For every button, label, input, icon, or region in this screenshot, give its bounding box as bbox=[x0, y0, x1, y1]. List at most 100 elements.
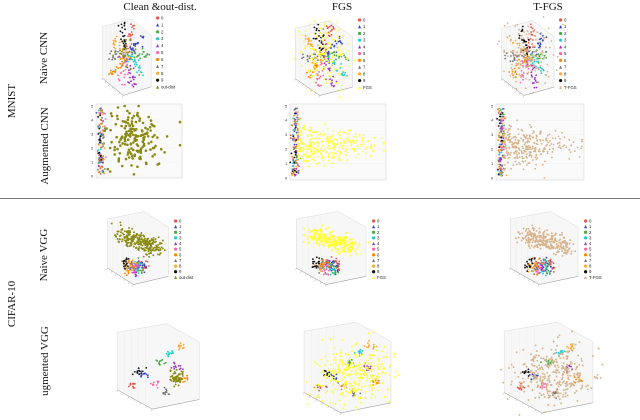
data-point bbox=[163, 386, 166, 389]
legend-label: 0 bbox=[161, 16, 164, 21]
data-point bbox=[515, 163, 518, 166]
data-point bbox=[346, 250, 349, 253]
data-point bbox=[503, 49, 506, 52]
data-point bbox=[353, 136, 355, 138]
data-point bbox=[327, 274, 330, 276]
data-point bbox=[304, 143, 307, 145]
data-point bbox=[503, 169, 506, 171]
data-point bbox=[293, 129, 295, 132]
data-point bbox=[130, 43, 133, 45]
data-point bbox=[298, 144, 300, 146]
data-point bbox=[355, 356, 358, 358]
data-point bbox=[294, 151, 297, 154]
legend-entry: 9 bbox=[584, 269, 592, 274]
data-point bbox=[554, 253, 557, 256]
data-point bbox=[334, 362, 337, 364]
data-point bbox=[298, 127, 300, 129]
model-label-augmented-cnn: Augmented CNN bbox=[39, 107, 51, 185]
data-point bbox=[294, 161, 297, 164]
data-point bbox=[342, 34, 344, 37]
data-point bbox=[368, 354, 371, 357]
data-point bbox=[340, 151, 342, 154]
data-point bbox=[369, 365, 372, 368]
data-point bbox=[142, 269, 145, 272]
data-point bbox=[174, 376, 177, 379]
data-point bbox=[97, 162, 100, 165]
data-point bbox=[311, 266, 314, 268]
data-point bbox=[307, 160, 310, 163]
data-point bbox=[327, 266, 330, 268]
legend-label: 1 bbox=[377, 224, 380, 229]
data-point bbox=[530, 378, 533, 381]
data-point bbox=[548, 363, 551, 366]
tick-label: 3 bbox=[285, 132, 288, 137]
data-point bbox=[509, 154, 512, 156]
data-point bbox=[118, 79, 121, 82]
data-point bbox=[377, 372, 380, 375]
data-point bbox=[366, 377, 369, 380]
data-point bbox=[513, 67, 516, 70]
data-point bbox=[361, 139, 364, 142]
data-point bbox=[173, 378, 176, 381]
legend-label: 8 bbox=[377, 264, 380, 269]
tick-label: 5 bbox=[285, 103, 288, 108]
data-point bbox=[173, 361, 175, 364]
data-point bbox=[126, 118, 130, 122]
legend-label: 8 bbox=[564, 71, 567, 76]
data-point bbox=[292, 158, 294, 161]
data-point bbox=[534, 148, 537, 151]
data-point bbox=[181, 370, 184, 373]
data-point bbox=[132, 240, 135, 242]
data-point bbox=[331, 375, 333, 378]
data-point bbox=[581, 145, 583, 148]
data-point bbox=[502, 115, 505, 118]
data-point bbox=[354, 382, 357, 385]
data-point bbox=[565, 244, 568, 247]
data-point bbox=[366, 365, 369, 367]
tick-label: 5 bbox=[91, 103, 94, 108]
data-point bbox=[501, 139, 504, 142]
data-point bbox=[294, 120, 296, 123]
data-point bbox=[333, 60, 335, 62]
data-point bbox=[387, 400, 390, 403]
data-point bbox=[318, 389, 320, 392]
data-point bbox=[383, 143, 385, 145]
data-point bbox=[509, 75, 512, 77]
data-point bbox=[549, 384, 552, 387]
data-point bbox=[339, 40, 341, 42]
data-point bbox=[540, 143, 543, 145]
data-point bbox=[147, 250, 150, 253]
data-point bbox=[523, 50, 525, 53]
data-point bbox=[376, 366, 379, 368]
data-point bbox=[528, 135, 531, 138]
scatter-panel: 0 1 2 3 4 5 6 7 8 9 T-FGS bbox=[497, 14, 579, 98]
data-point bbox=[121, 142, 124, 145]
data-point bbox=[524, 56, 526, 59]
data-point bbox=[540, 61, 543, 63]
data-point bbox=[169, 370, 172, 373]
data-point bbox=[546, 379, 549, 382]
legend-entry: 4 bbox=[174, 241, 182, 246]
data-point bbox=[350, 245, 353, 248]
data-point bbox=[541, 163, 544, 166]
data-point bbox=[514, 25, 517, 27]
data-point bbox=[182, 381, 184, 383]
data-point bbox=[100, 110, 103, 113]
data-point bbox=[344, 75, 347, 77]
data-point bbox=[324, 259, 327, 261]
data-point bbox=[569, 360, 572, 363]
data-point bbox=[329, 71, 332, 74]
data-point bbox=[347, 246, 350, 249]
data-point bbox=[554, 239, 557, 242]
data-point bbox=[557, 146, 560, 148]
data-point bbox=[506, 22, 509, 24]
data-point bbox=[171, 375, 174, 378]
data-point bbox=[127, 232, 130, 235]
data-point bbox=[150, 252, 152, 255]
data-point bbox=[142, 373, 144, 375]
data-point bbox=[507, 367, 510, 369]
data-point bbox=[117, 160, 120, 163]
